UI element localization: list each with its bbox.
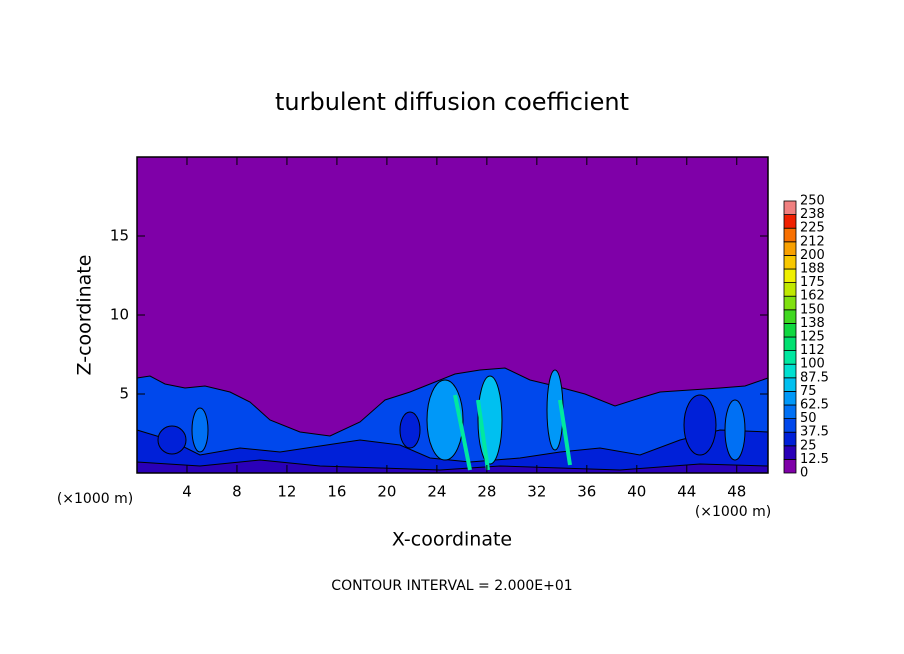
colorbar-label: 112 [800,343,825,358]
field-region [157,425,187,455]
x-tick-label: 40 [627,483,646,501]
colorbar-label: 150 [800,302,825,317]
field-region [191,407,209,453]
colorbar-swatch [783,431,797,447]
colorbar-swatch [783,322,797,338]
chart-title: turbulent diffusion coefficient [275,88,629,116]
colorbar-label: 212 [800,234,825,249]
colorbar-label: 100 [800,357,825,372]
colorbar-swatch [783,350,797,365]
x-tick-label: 36 [577,483,596,501]
field-region [399,411,421,449]
colorbar-swatch [783,282,797,297]
colorbar-swatch [783,418,797,433]
y-tick-label: 10 [110,306,129,324]
field [136,367,769,474]
colorbar-label: 37.5 [800,425,829,440]
colorbar-swatch [783,241,797,256]
colorbar-label: 162 [800,289,825,304]
colorbar-swatch [783,254,797,270]
x-tick-label: 32 [527,483,546,501]
field-streak [453,394,472,471]
x-axis-label: X-coordinate [392,529,512,551]
y-tick-label: 5 [119,385,129,403]
x-tick-label: 16 [327,483,346,501]
colorbar-swatch [783,336,797,352]
x-tick-label: 48 [727,483,746,501]
colorbar-label: 0 [800,466,808,481]
x-unit-label: (×1000 m) [57,491,133,507]
x-tick-label: 44 [677,483,696,501]
colorbar-label: 138 [800,316,825,331]
colorbar-swatch [783,363,797,379]
colorbar-label: 87.5 [800,370,829,385]
field-region [683,394,717,456]
colorbar-swatch [783,390,797,406]
colorbar-label: 200 [800,248,825,263]
x-tick-label: 4 [182,483,192,501]
colorbar-swatch [783,309,797,324]
colorbar-label: 50 [800,411,817,426]
colorbar-swatch [783,377,797,392]
colorbar-swatch [783,214,797,229]
x-tick-label: 24 [427,483,446,501]
y-axis-label: Z-coordinate [74,255,96,376]
colorbar-swatch [783,227,797,243]
y-tick-label: 15 [110,227,129,245]
footnote: CONTOUR INTERVAL = 2.000E+01 [331,578,572,594]
field-region [426,379,464,461]
colorbar-label: 25 [800,438,817,453]
field-region [724,399,746,461]
field-streak [476,399,490,471]
colorbar-label: 125 [800,330,825,345]
colorbar-label: 75 [800,384,817,399]
colorbar-swatch [783,458,797,474]
colorbar-label: 175 [800,275,825,290]
x-tick-label: 20 [377,483,396,501]
x-tick-label: 28 [477,483,496,501]
colorbar-label: 62.5 [800,398,829,413]
colorbar-label: 188 [800,262,825,277]
colorbar-label: 250 [800,194,825,209]
colorbar-swatch [783,404,797,420]
colorbar-swatch [783,295,797,311]
colorbar-swatch [783,268,797,284]
colorbar-label: 225 [800,221,825,236]
x-unit-label: (×1000 m) [695,504,771,520]
colorbar-label: 12.5 [800,452,829,467]
field-streak [558,399,572,466]
colorbar-swatch [783,445,797,460]
colorbar-label: 238 [800,207,825,222]
colorbar-swatch [783,200,797,216]
x-tick-label: 8 [232,483,242,501]
x-tick-label: 12 [277,483,296,501]
